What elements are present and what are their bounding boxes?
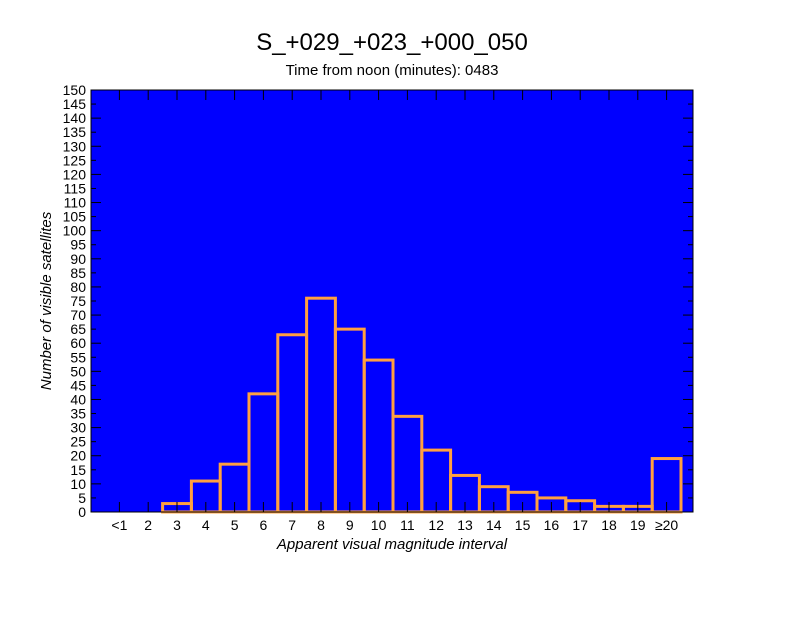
y-tick-label: 135 bbox=[63, 124, 87, 140]
chart-subtitle: Time from noon (minutes): 0483 bbox=[286, 62, 499, 79]
x-tick-label: 14 bbox=[486, 517, 502, 533]
y-tick-label: 95 bbox=[70, 237, 86, 253]
y-tick-label: 110 bbox=[64, 195, 87, 211]
y-tick-label: 45 bbox=[70, 377, 86, 393]
x-axis-label: Apparent visual magnitude interval bbox=[276, 536, 508, 553]
y-tick-label: 100 bbox=[63, 223, 87, 239]
y-tick-label: 50 bbox=[70, 363, 86, 379]
y-tick-label: 120 bbox=[63, 166, 87, 182]
y-tick-label: 125 bbox=[63, 152, 87, 168]
y-tick-label: 140 bbox=[63, 110, 87, 126]
x-tick-label: ≥20 bbox=[655, 517, 678, 533]
y-tick-label: 65 bbox=[70, 321, 86, 337]
y-tick-label: 20 bbox=[70, 448, 86, 464]
x-tick-labels: <1 2 3 4 5 6 7 8 9 10 11 12 13 14 15 16 17 18 19 ≥20 bbox=[111, 517, 678, 533]
y-tick-label: 85 bbox=[70, 265, 86, 281]
y-tick-label: 35 bbox=[70, 406, 86, 422]
y-tick-label: 15 bbox=[70, 462, 86, 478]
y-tick-label: 40 bbox=[70, 391, 86, 407]
y-tick-label: 10 bbox=[70, 476, 86, 492]
y-tick-label: 30 bbox=[70, 420, 86, 436]
x-tick-label: 2 bbox=[144, 517, 152, 533]
y-tick-label: 55 bbox=[70, 349, 86, 365]
y-tick-labels: 0510152025303540455055606570758085909510… bbox=[63, 82, 87, 520]
x-tick-label: 12 bbox=[428, 517, 444, 533]
x-tick-label: 4 bbox=[202, 517, 210, 533]
y-tick-label: 70 bbox=[70, 307, 86, 323]
x-tick-label: 17 bbox=[572, 517, 588, 533]
x-tick-label: 11 bbox=[400, 517, 415, 533]
x-tick-label: 16 bbox=[544, 517, 560, 533]
y-tick-label: 80 bbox=[70, 279, 86, 295]
y-tick-label: 25 bbox=[70, 434, 86, 450]
x-tick-label: 19 bbox=[630, 517, 646, 533]
x-tick-label: 3 bbox=[173, 517, 181, 533]
x-tick-label: 13 bbox=[457, 517, 473, 533]
y-tick-label: 105 bbox=[63, 209, 87, 225]
y-tick-label: 130 bbox=[63, 138, 87, 154]
y-tick-label: 5 bbox=[78, 490, 86, 506]
y-tick-label: 115 bbox=[64, 180, 87, 196]
chart-title: S_+029_+023_+000_050 bbox=[256, 29, 528, 56]
x-tick-label: 8 bbox=[317, 517, 325, 533]
x-tick-label: 9 bbox=[346, 517, 354, 533]
x-tick-label: <1 bbox=[111, 517, 127, 533]
x-tick-label: 5 bbox=[231, 517, 239, 533]
x-tick-label: 7 bbox=[288, 517, 296, 533]
plot-frame bbox=[90, 89, 694, 513]
x-tick-label: 6 bbox=[260, 517, 268, 533]
y-tick-label: 60 bbox=[70, 335, 86, 351]
x-tick-label: 15 bbox=[515, 517, 531, 533]
y-axis-label: Number of visible satellites bbox=[38, 211, 55, 390]
y-tick-label: 75 bbox=[70, 293, 86, 309]
y-tick-label: 150 bbox=[63, 82, 87, 98]
y-tick-label: 90 bbox=[70, 251, 86, 267]
y-tick-label: 0 bbox=[78, 504, 86, 520]
y-tick-label: 145 bbox=[63, 96, 87, 112]
x-tick-label: 10 bbox=[371, 517, 387, 533]
ticks bbox=[91, 89, 693, 513]
x-tick-label: 18 bbox=[601, 517, 617, 533]
